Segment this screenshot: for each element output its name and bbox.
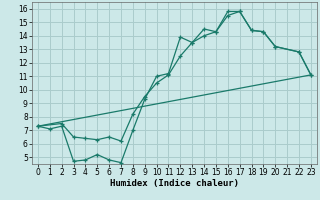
X-axis label: Humidex (Indice chaleur): Humidex (Indice chaleur): [110, 179, 239, 188]
